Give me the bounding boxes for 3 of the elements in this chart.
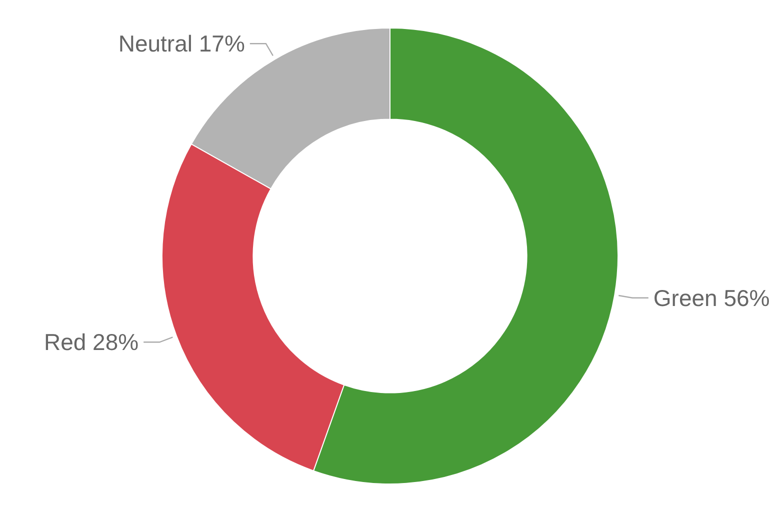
slice-label: Green 56%: [653, 284, 769, 311]
slice-label: Neutral 17%: [118, 30, 245, 57]
slice-label: Red 28%: [44, 329, 139, 356]
